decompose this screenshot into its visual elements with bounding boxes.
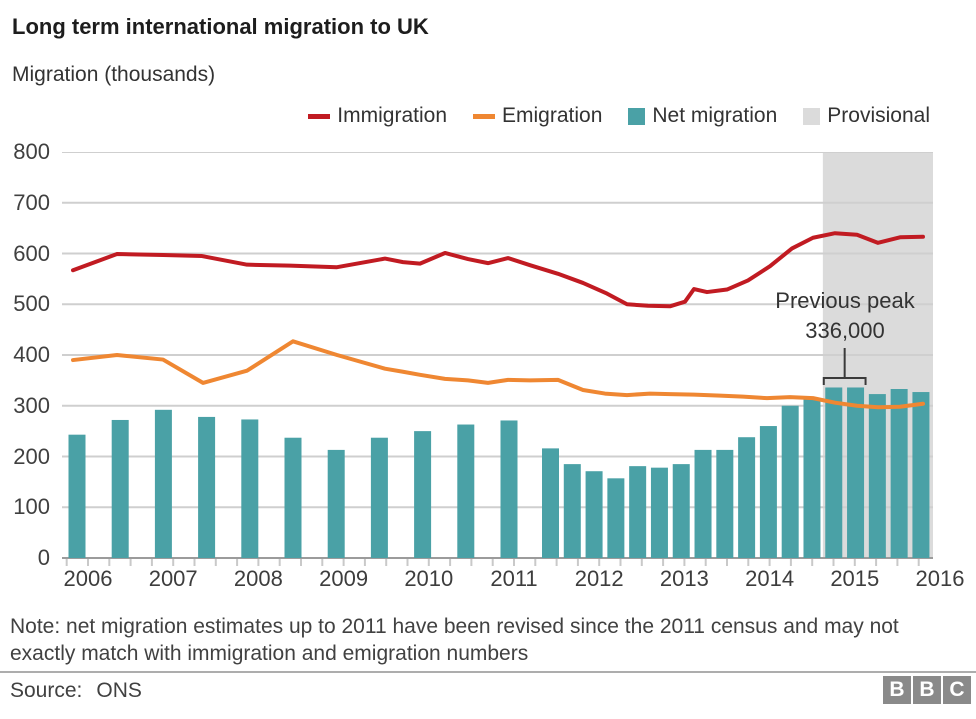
- net-migration-bar: [868, 394, 886, 558]
- chart-title: Long term international migration to UK: [12, 14, 429, 39]
- x-axis-label: 2009: [319, 566, 369, 591]
- legend-line-swatch: [473, 113, 495, 119]
- net-migration-bar: [542, 448, 559, 558]
- x-axis-label: 2013: [659, 566, 709, 591]
- bbc-logo-letter: B: [913, 676, 941, 704]
- bbc-logo-letter: C: [943, 676, 971, 704]
- legend-item-immigration: Immigration: [308, 104, 447, 128]
- bbc-logo: B B C: [883, 676, 971, 704]
- net-migration-bar: [284, 437, 302, 558]
- net-migration-bar: [781, 405, 799, 558]
- chart-canvas: [62, 151, 933, 566]
- net-migration-bar: [457, 424, 475, 558]
- legend-label: Provisional: [827, 104, 930, 127]
- bbc-logo-letter: B: [883, 676, 911, 704]
- legend-label: Immigration: [337, 104, 447, 127]
- footer-divider: [0, 671, 976, 673]
- net-migration-bar: [825, 387, 843, 558]
- source-label: Source:: [10, 679, 83, 702]
- x-axis-label: 2011: [490, 566, 538, 591]
- y-axis-label: 200: [13, 443, 50, 469]
- x-axis-label: 2010: [404, 566, 454, 591]
- plot-area: [62, 151, 933, 572]
- immigration-line: [71, 231, 925, 309]
- net-migration-bar: [607, 478, 625, 558]
- net-migration-bar: [629, 466, 647, 558]
- y-axis-label: 0: [37, 545, 50, 570]
- y-axis-label: 700: [13, 189, 50, 215]
- net-migration-bar: [327, 449, 345, 558]
- net-migration-bar: [585, 471, 603, 558]
- source-line: Source: ONS: [10, 679, 142, 703]
- net-migration-bar: [111, 419, 129, 558]
- emigration-line: [71, 339, 925, 410]
- net-migration-bar: [563, 464, 581, 558]
- y-axis-label: 400: [13, 342, 50, 367]
- net-migration-bar: [500, 420, 518, 558]
- net-migration-bar: [847, 387, 865, 558]
- legend-label: Emigration: [502, 104, 603, 127]
- y-axis-label: 300: [13, 392, 50, 418]
- legend-square-swatch: [803, 107, 821, 125]
- chart-legend: Immigration Emigration Net migration Provis…: [308, 104, 930, 128]
- legend-item-provisional: Provisional: [803, 104, 930, 128]
- y-axis-label: 600: [13, 240, 50, 266]
- net-migration-bar: [672, 464, 690, 558]
- net-migration-bar: [650, 467, 668, 558]
- net-migration-bar: [694, 449, 712, 558]
- net-migration-bar: [803, 398, 821, 558]
- net-migration-bar: [759, 426, 777, 558]
- peak-annotation: Previous peak 336,000: [739, 286, 951, 346]
- source-value: ONS: [96, 679, 142, 702]
- net-migration-bar: [912, 392, 930, 558]
- net-migration-bar: [414, 431, 432, 558]
- x-axis-label: 2008: [233, 566, 283, 591]
- x-axis-label: 2006: [63, 566, 113, 591]
- peak-bracket: [822, 348, 867, 385]
- net-migration-bar: [738, 437, 756, 558]
- x-axis-label: 2014: [745, 566, 795, 591]
- footnote: Note: net migration estimates up to 2011…: [10, 615, 899, 665]
- net-migration-bar: [154, 409, 172, 558]
- y-axis-label: 100: [13, 494, 50, 520]
- x-axis-label: 2015: [830, 566, 880, 591]
- legend-label: Net migration: [652, 104, 778, 127]
- y-axis-label: 800: [13, 139, 50, 164]
- net-migration-bar: [716, 449, 734, 558]
- legend-square-swatch: [628, 107, 646, 125]
- legend-item-emigration: Emigration: [473, 104, 602, 128]
- legend-item-net-migration: Net migration: [628, 104, 777, 128]
- peak-annotation-line1: Previous peak: [775, 288, 915, 313]
- x-axis-label: 2016: [915, 566, 965, 591]
- peak-annotation-line2: 336,000: [805, 318, 885, 343]
- legend-line-swatch: [308, 113, 331, 119]
- y-axis-label: 500: [13, 291, 50, 317]
- net-migration-bar: [370, 437, 388, 558]
- net-migration-bar: [890, 389, 908, 558]
- net-migration-bar: [198, 416, 216, 558]
- net-migration-bar: [241, 419, 259, 558]
- x-axis-label: 2012: [574, 566, 624, 591]
- net-migration-bar: [68, 434, 86, 558]
- x-axis-label: 2007: [148, 566, 198, 591]
- y-axis-title: Migration (thousands): [12, 63, 216, 86]
